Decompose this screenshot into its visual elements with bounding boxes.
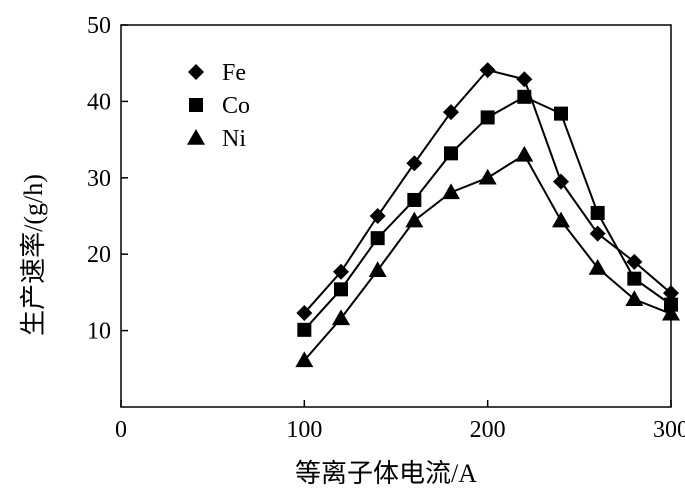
- series-ni-point: [478, 168, 497, 185]
- legend-ni-marker: [187, 129, 205, 145]
- series-ni-point: [625, 290, 644, 307]
- legend: Fe Co Ni: [187, 60, 250, 152]
- series-fe-point: [589, 225, 606, 242]
- series-ni-point: [332, 309, 350, 326]
- x-tick-label: 100: [286, 417, 322, 443]
- plot-frame: [120, 24, 672, 408]
- x-tick-label: 0: [115, 417, 127, 443]
- series-co-point: [627, 271, 642, 286]
- series-ni-point: [442, 183, 460, 200]
- axes: [120, 24, 672, 408]
- y-tick-label: 20: [87, 242, 111, 268]
- y-tick-label: 10: [87, 319, 111, 345]
- series-ni-point: [515, 145, 534, 162]
- series-co-point: [480, 110, 495, 125]
- series-co-point: [297, 322, 312, 337]
- legend-co-marker: [189, 98, 203, 112]
- legend-fe-marker: [188, 64, 204, 80]
- y-axis-label: 生产速率/(g/h): [19, 174, 48, 336]
- series-ni-point: [405, 211, 424, 228]
- series-co-point: [664, 297, 678, 312]
- x-tick-label: 300: [653, 417, 685, 443]
- series-co-point: [517, 89, 532, 104]
- series-ni-point: [295, 351, 314, 368]
- series-fe-point: [333, 263, 349, 280]
- series-co-point: [407, 192, 422, 207]
- series-fe-point: [443, 104, 459, 121]
- series-layer: [295, 62, 680, 368]
- series-co: [297, 89, 678, 337]
- series-fe-point: [516, 71, 533, 88]
- series-fe-point: [406, 155, 423, 172]
- y-tick-label: 30: [87, 166, 111, 192]
- series-fe-point: [479, 62, 496, 79]
- series-ni-point: [662, 304, 680, 321]
- series-fe-line: [303, 68, 672, 314]
- y-tick-label: 40: [87, 89, 111, 115]
- series-co-point: [370, 231, 385, 246]
- x-tick-label: 200: [470, 417, 506, 443]
- series-fe-point: [553, 173, 569, 190]
- series-ni-point: [588, 258, 607, 275]
- series-co-point: [334, 282, 348, 297]
- series-co-point: [444, 146, 458, 161]
- series-fe-point: [296, 305, 313, 322]
- series-ni-point: [368, 261, 387, 277]
- y-tick-label: 50: [87, 13, 111, 39]
- series-co-point: [590, 205, 605, 220]
- series-ni: [295, 145, 680, 368]
- series-fe-point: [369, 208, 386, 224]
- series-fe-point: [663, 285, 679, 302]
- series-ni-line: [303, 153, 672, 362]
- x-axis-label: 等离子体电流/A: [295, 459, 477, 488]
- legend-co-label: Co: [222, 93, 250, 119]
- series-fe: [296, 62, 679, 322]
- series-ni-point: [552, 211, 570, 228]
- legend-ni-label: Ni: [222, 126, 246, 152]
- series-fe-point: [626, 253, 643, 270]
- series-co-point: [554, 106, 568, 121]
- ticks: 0 100 200 300 10 20 30 40 50: [87, 13, 685, 443]
- legend-fe-label: Fe: [222, 60, 246, 86]
